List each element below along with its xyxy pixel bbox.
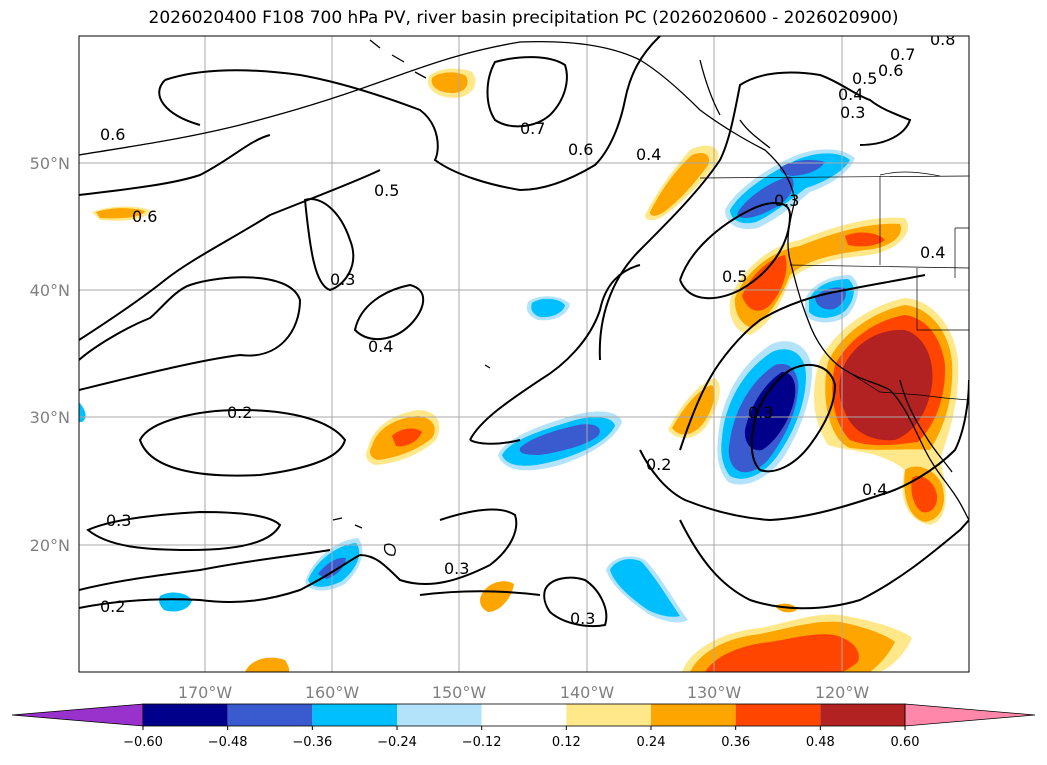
precip-positive-region (734, 223, 901, 328)
precip-positive-region (672, 385, 715, 435)
precip-positive-region (96, 208, 145, 219)
contour-label: 0.3 (570, 609, 595, 628)
precip-positive-region (839, 329, 933, 441)
latitude-label: 40°N (30, 281, 70, 300)
contour-label: 0.6 (568, 140, 593, 159)
map-frame (78, 35, 970, 673)
contour-label: 0.6 (878, 61, 903, 80)
precip-positive-region (480, 581, 514, 612)
contour-labels: 0.7 0.8 0.6 0.5 0.4 0.3 0.7 0.6 0.4 0.6 … (100, 30, 955, 628)
latitude-label: 30°N (30, 408, 70, 427)
contour-label: 0.4 (636, 145, 661, 164)
contour-label: 0.7 (520, 119, 545, 138)
contour-label: 0.2 (646, 455, 671, 474)
precip-negative-region (815, 287, 846, 310)
colorbar-segment (820, 704, 905, 726)
colorbar: −0.60 −0.48 −0.36 −0.24 −0.12 0.12 0.24 0.36 0.4… (11, 703, 1036, 750)
colorbar-segment (566, 704, 651, 726)
colorbar-tick-label: 0.48 (806, 735, 835, 750)
colorbar-tick-label: −0.36 (292, 735, 332, 750)
precip-negative-region (779, 160, 825, 176)
pv-contours (79, 36, 969, 628)
precip-positive-region (705, 634, 859, 672)
precip-positive-region (742, 255, 787, 311)
contour-label: 0.8 (930, 30, 955, 49)
precip-positive-region (911, 475, 938, 513)
precip-positive-region (392, 428, 422, 447)
colorbar-extend-high (904, 703, 1036, 727)
precip-negative-region (531, 298, 565, 318)
precip-negative-region (159, 592, 192, 612)
precip-positive-region (845, 232, 885, 247)
contour-label: 0.3 (840, 103, 865, 122)
precip-positive-region (245, 657, 290, 672)
precip-negative-region (744, 372, 796, 451)
contour-label: 0.4 (368, 337, 393, 356)
contour-label: 0.2 (227, 403, 252, 422)
colorbar-segment (397, 704, 482, 726)
colorbar-tick-label: −0.12 (462, 735, 502, 750)
borders (699, 171, 969, 401)
map-title: 2026020400 F108 700 hPa PV, river basin … (148, 8, 899, 28)
contour-label: 0.6 (100, 125, 125, 144)
precip-negative-region (519, 424, 600, 455)
contour-label: 0.3 (774, 191, 799, 210)
precip-positive-region (650, 153, 710, 216)
colorbar-extend-low (11, 703, 144, 727)
colorbar-frame (142, 703, 906, 727)
colorbar-segment (143, 704, 228, 726)
colorbar-tick-label: 0.36 (721, 735, 750, 750)
graticule (79, 36, 969, 672)
colorbar-segment (227, 704, 313, 726)
colorbar-tick-label: 0.12 (552, 735, 581, 750)
colorbar-tick-label: −0.24 (377, 735, 417, 750)
colorbar-tick-label: −0.48 (208, 735, 248, 750)
colorbar-segment (312, 704, 397, 726)
longitude-label: 140°W (560, 683, 615, 702)
contour-label: 0.4 (920, 243, 945, 262)
longitude-label: 150°W (432, 683, 487, 702)
precip-shading (79, 68, 959, 672)
longitude-labels: 170°W 160°W 150°W 140°W 130°W 120°W (178, 683, 870, 702)
contour-label: 0.3 (106, 511, 131, 530)
contour-label: 0.3 (748, 403, 773, 422)
precip-negative-region (737, 176, 794, 218)
contour-label: 0.4 (838, 85, 863, 104)
colorbar-tick-label: 0.60 (891, 735, 920, 750)
latitude-labels: 50°N 40°N 30°N 20°N (30, 154, 70, 555)
latitude-label: 50°N (30, 154, 70, 173)
colorbar-segment (735, 704, 821, 726)
longitude-label: 120°W (815, 683, 870, 702)
contour-label: 0.6 (132, 207, 157, 226)
longitude-label: 170°W (178, 683, 233, 702)
latitude-label: 20°N (30, 536, 70, 555)
colorbar-segment (481, 704, 567, 726)
colorbar-tick-label: 0.24 (637, 735, 666, 750)
contour-label: 0.5 (722, 267, 747, 286)
contour-label: 0.3 (444, 559, 469, 578)
contour-label: 0.3 (330, 270, 355, 289)
longitude-label: 130°W (687, 683, 742, 702)
colorbar-tick-label: −0.60 (123, 735, 163, 750)
contour-label: 0.7 (890, 45, 915, 64)
contour-label: 0.5 (374, 181, 399, 200)
longitude-label: 160°W (305, 683, 360, 702)
contour-label: 0.4 (862, 480, 887, 499)
colorbar-segment (651, 704, 736, 726)
contour-label: 0.5 (852, 69, 877, 88)
contour-label: 0.2 (100, 597, 125, 616)
precip-negative-region (610, 559, 680, 617)
